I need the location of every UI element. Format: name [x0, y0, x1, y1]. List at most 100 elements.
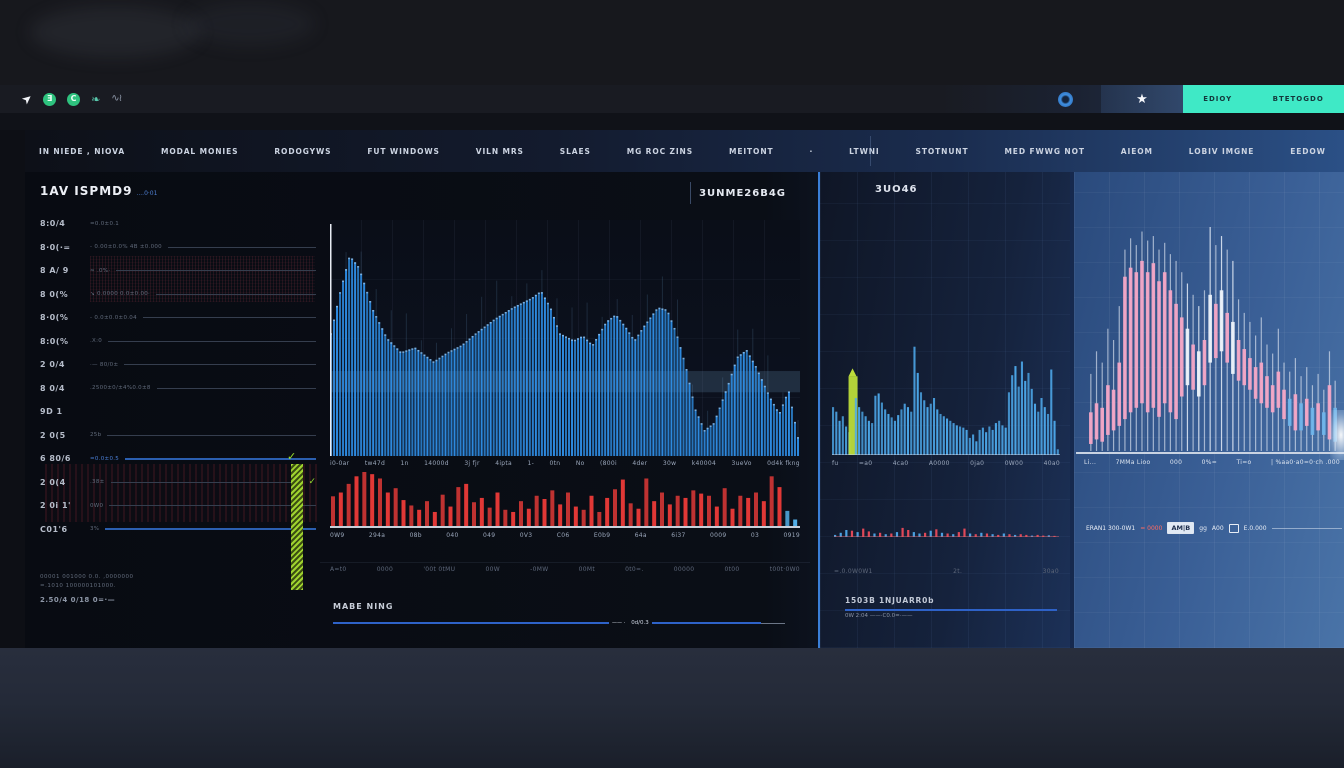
watchlist-row[interactable]: 8:0/4 =0.0±0.1: [40, 212, 316, 236]
button-label: BTETOGDO: [1272, 95, 1324, 103]
axis-label: (800i: [600, 460, 617, 467]
axis-label: 40a0: [1043, 460, 1060, 467]
watchlist-row[interactable]: 8 0(% ↘ 0.0000 0.0±0.00·: [40, 283, 316, 307]
candlestick-chart[interactable]: [1088, 227, 1338, 453]
pointer-icon[interactable]: ➤: [18, 90, 36, 108]
box-icon[interactable]: [1228, 523, 1239, 533]
histogram-chart[interactable]: [832, 337, 1060, 455]
panel-footer: 1503B 1NJUARR0b 0W 2:04 ——·C0.0=·——: [845, 596, 1057, 619]
axis-label: 2t.: [953, 568, 963, 575]
nav-item[interactable]: IN NIEDE , NIOVA: [39, 146, 126, 156]
axis-label: t00t·0W0: [769, 566, 800, 573]
nav-item[interactable]: RODOGYWS: [274, 146, 332, 156]
sprout-icon[interactable]: ❧: [91, 92, 101, 106]
row-sparkline: [124, 364, 316, 366]
axis-label: 049: [483, 532, 496, 539]
axis-label: 0%=: [1201, 459, 1218, 466]
axis-label: 14000d: [424, 460, 449, 467]
watchlist-row[interactable]: 2 0i 1' 0W0: [40, 494, 316, 518]
green-badge-icon[interactable]: C: [67, 92, 81, 106]
footer-tick-label: 0d/0.3: [631, 620, 649, 626]
axis-label: 0W00: [1004, 460, 1024, 467]
volume-bar-chart[interactable]: [330, 470, 800, 528]
axis-label: 0t00: [724, 566, 740, 573]
axis-label: 00Mt: [578, 566, 595, 573]
nav-item[interactable]: VILN MRS: [475, 146, 524, 156]
watchlist-row[interactable]: 2 0(4 .38± ✓: [40, 471, 316, 495]
star-icon[interactable]: ★: [1136, 91, 1148, 107]
footer-label: 1503B 1NJUARR0b: [845, 596, 935, 605]
secondary-x-axis: A=t0 0000 '00t 0tMU 00W -0MW 00Mt 0t0=. 00000 0t…: [330, 566, 800, 573]
axis-label: 7MMa Lioo: [1115, 459, 1151, 466]
axis-label: 0V3: [519, 532, 533, 539]
watchlist-row[interactable]: 6 80/6 =0.0±0.5: [40, 447, 316, 471]
nav-items: IN NIEDE , NIOVA MODAL MONIES RODOGYWS FUT …: [25, 130, 1344, 172]
volume-x-axis: 0W9 294a 08b 040 049 0V3 C06 E0b9 64a 6i37 0009 03 0…: [330, 532, 800, 539]
background-blob: [30, 6, 200, 58]
primary-action-button[interactable]: EDIOY BTETOGDO: [1183, 85, 1344, 113]
nav-item[interactable]: MEITONT: [728, 146, 774, 156]
green-badge-icon[interactable]: Ǝ: [43, 92, 57, 106]
axis-label: =.0.0W0W1: [834, 568, 873, 575]
axis-label: Li...: [1084, 459, 1097, 466]
row-label: 2 0i 1': [40, 501, 71, 511]
nav-item[interactable]: FUT WINDOWS: [367, 146, 440, 156]
main-chart-panel: 3UNME26B4G i0-0ar tw47d 1n 14000d 3j fjr 4ipt…: [320, 172, 810, 648]
mini-strip-chart[interactable]: [834, 522, 1059, 537]
watchlist-row[interactable]: 8 0/4 .2500±0/±4%0.0±8: [40, 377, 316, 401]
footer-badge[interactable]: AM|B: [1167, 522, 1195, 534]
chart-value-readout: 3UNME26B4G: [699, 187, 786, 199]
nav-item[interactable]: LOBIV IMGNE: [1188, 146, 1255, 156]
nav-item[interactable]: STOTNUNT: [915, 146, 969, 156]
line-segment: [761, 622, 785, 624]
axis-label: 0W9: [330, 532, 345, 539]
axis-label: 0009: [709, 532, 727, 539]
nav-item[interactable]: AIEOM: [1120, 146, 1153, 156]
row-value: 0W0: [90, 502, 104, 509]
watchlist-row[interactable]: 2 0/4 ·— 80/0±: [40, 353, 316, 377]
axis-label: 6i37: [671, 532, 686, 539]
nav-item[interactable]: MODAL MONIES: [160, 146, 239, 156]
watchlist-row[interactable]: 8·0(% - 0.0±0.0±0.04: [40, 306, 316, 330]
watchlist-row[interactable]: 9D 1: [40, 400, 316, 424]
watchlist-row[interactable]: 8:0(% .X:0: [40, 330, 316, 354]
nav-item[interactable]: SLAES: [559, 146, 591, 156]
price-area-chart[interactable]: [330, 220, 800, 456]
row-value: 25b: [90, 432, 102, 439]
row-value: .X:0: [90, 338, 103, 345]
strip-x-axis: =.0.0W0W1 2t. 30a0: [834, 568, 1059, 575]
row-value: - 0.0±0.0±0.04: [90, 314, 137, 321]
axis-label: 040: [446, 532, 459, 539]
nav-item[interactable]: ·: [809, 146, 814, 156]
axis-label: 00W: [485, 566, 500, 573]
nav-item[interactable]: LTWNI: [849, 146, 880, 156]
watchlist-row[interactable]: 8·0(·= - 0.00±0.0% 4B ±0.000: [40, 236, 316, 260]
row-label: 2 0/4: [40, 360, 65, 370]
axis-label: 000: [1169, 459, 1183, 466]
histogram-x-axis: fu =a0 4ca0 A0000 0ja0 0W00 40a0: [832, 460, 1060, 467]
axis-label: 00000: [673, 566, 695, 573]
toolbar-left-icons: ➤ Ǝ C ❧ ∿≀: [0, 90, 123, 108]
nav-item[interactable]: EEDOW: [1290, 146, 1326, 156]
eye-icon[interactable]: [1058, 91, 1073, 107]
axis-label: 08b: [409, 532, 422, 539]
axis-label: 0000: [376, 566, 394, 573]
axis-label: 0919: [783, 532, 800, 539]
watchlist-title-suffix: ....0·01: [136, 190, 158, 197]
watchlist-row[interactable]: 8 A/ 9 ≈ .0%·: [40, 259, 316, 283]
row-sparkline: [116, 270, 316, 272]
axis-label: C06: [556, 532, 570, 539]
candlestick-x-axis: Li... 7MMa Lioo 000 0%= Ti=o | %aa0·a0=0·ch .…: [1084, 459, 1340, 466]
axis-label: E0b9: [593, 532, 611, 539]
watchlist-row[interactable]: C01'6 3%: [40, 518, 316, 542]
nav-item[interactable]: MED FWWG NOT: [1004, 146, 1085, 156]
nav-bar: IN NIEDE , NIOVA MODAL MONIES RODOGYWS FUT …: [25, 130, 1344, 174]
header-separator: [690, 182, 692, 204]
watchlist-row[interactable]: 2 0(5 25b: [40, 424, 316, 448]
row-value: 3%: [90, 526, 100, 533]
pulse-icon[interactable]: ∿≀: [111, 93, 122, 104]
background-blob: [185, 2, 315, 46]
nav-item[interactable]: MG ROC ZINS: [626, 146, 694, 156]
axis-label: A0000: [928, 460, 950, 467]
row-sparkline: [156, 293, 316, 295]
